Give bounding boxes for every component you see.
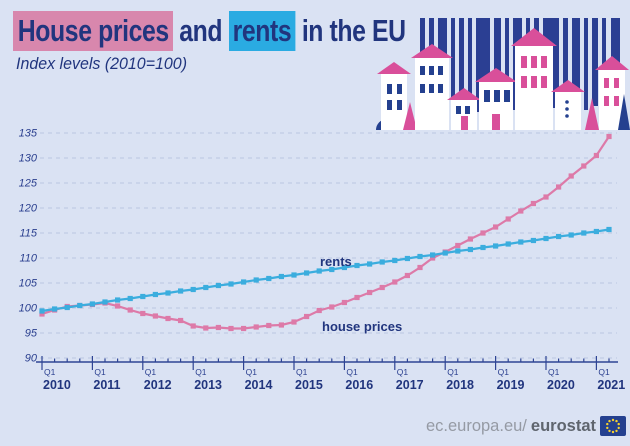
series-house-prices bbox=[39, 133, 612, 332]
series-rents bbox=[39, 226, 612, 314]
footer-url-prefix: ec.europa.eu/ bbox=[425, 416, 527, 435]
footer-url-eurostat: eurostat bbox=[530, 416, 596, 435]
svg-text:2020: 2020 bbox=[547, 378, 575, 392]
svg-text:2011: 2011 bbox=[93, 378, 120, 392]
svg-text:2013: 2013 bbox=[194, 378, 222, 392]
svg-text:2016: 2016 bbox=[345, 378, 373, 392]
svg-text:2015: 2015 bbox=[295, 378, 323, 392]
title-word-and: and bbox=[179, 13, 223, 48]
svg-text:95: 95 bbox=[25, 328, 38, 340]
svg-text:110: 110 bbox=[19, 253, 37, 265]
series-labels: rents house prices bbox=[320, 254, 402, 334]
svg-text:Q1: Q1 bbox=[548, 367, 560, 377]
title-highlight-rents: rents bbox=[228, 11, 296, 51]
svg-text:Q1: Q1 bbox=[498, 367, 510, 377]
x-axis: Q12010Q12011Q12012Q12013Q12014Q12015Q120… bbox=[36, 356, 625, 392]
svg-text:Q1: Q1 bbox=[195, 367, 207, 377]
svg-text:2012: 2012 bbox=[144, 378, 172, 392]
svg-text:130: 130 bbox=[19, 153, 38, 165]
eu-flag-icon bbox=[600, 416, 626, 436]
houses-group bbox=[376, 28, 630, 130]
title-highlight-house-prices: House prices bbox=[13, 11, 173, 51]
svg-text:rents: rents bbox=[320, 254, 352, 269]
svg-text:2018: 2018 bbox=[446, 378, 474, 392]
svg-text:2019: 2019 bbox=[497, 378, 525, 392]
tree-icon bbox=[403, 102, 417, 130]
svg-text:2010: 2010 bbox=[43, 378, 71, 392]
title-word-in-the-eu: in the EU bbox=[301, 13, 406, 48]
svg-text:90: 90 bbox=[25, 353, 38, 365]
svg-text:135: 135 bbox=[19, 128, 38, 140]
svg-text:Q1: Q1 bbox=[145, 367, 157, 377]
tree-icon bbox=[585, 98, 599, 130]
svg-text:house prices: house prices bbox=[322, 319, 402, 334]
gridlines: 90 95 100 105 110 115 120 125 130 135 bbox=[19, 128, 617, 365]
svg-text:Q1: Q1 bbox=[296, 367, 308, 377]
svg-text:100: 100 bbox=[19, 303, 38, 315]
svg-text:120: 120 bbox=[19, 203, 38, 215]
svg-text:Q1: Q1 bbox=[447, 367, 459, 377]
svg-text:2017: 2017 bbox=[396, 378, 424, 392]
svg-text:125: 125 bbox=[19, 178, 38, 190]
svg-text:Q1: Q1 bbox=[397, 367, 409, 377]
svg-text:Q1: Q1 bbox=[44, 367, 56, 377]
svg-text:105: 105 bbox=[19, 278, 38, 290]
svg-text:Q1: Q1 bbox=[346, 367, 358, 377]
header: House prices and rents in the EU Index l… bbox=[13, 11, 504, 74]
footer-credit: ec.europa.eu/eurostat bbox=[426, 413, 626, 439]
tree-icon bbox=[618, 94, 630, 130]
page-title: House prices and rents in the EU bbox=[13, 11, 406, 51]
svg-text:2014: 2014 bbox=[245, 378, 273, 392]
svg-text:Q1: Q1 bbox=[94, 367, 106, 377]
svg-text:Q1: Q1 bbox=[246, 367, 258, 377]
city-barcode-illustration bbox=[376, 18, 630, 130]
chart-subtitle: Index levels (2010=100) bbox=[16, 54, 188, 73]
svg-text:115: 115 bbox=[19, 228, 37, 240]
svg-text:Q1: Q1 bbox=[598, 367, 610, 377]
svg-text:2021: 2021 bbox=[597, 378, 625, 392]
